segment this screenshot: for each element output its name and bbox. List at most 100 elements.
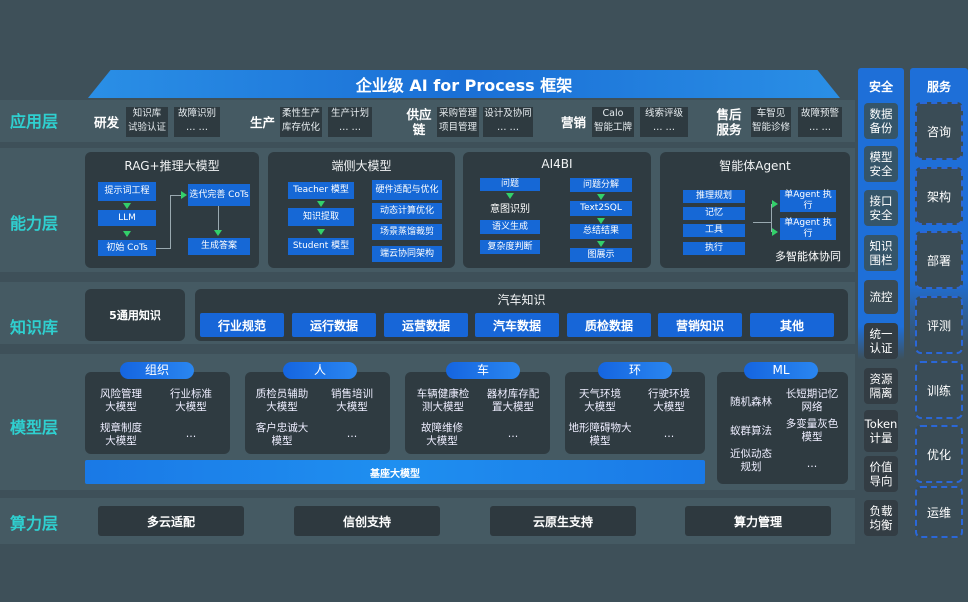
app-item-label: Calo <box>602 108 624 119</box>
edge-box[interactable]: 端云协同架构 <box>372 246 442 262</box>
agent-exec-box[interactable]: 单Agent 执行 <box>780 190 836 212</box>
model-category-pill[interactable]: 车 <box>446 362 520 379</box>
compute-item[interactable]: 云原生支持 <box>490 506 636 536</box>
compute-item[interactable]: 信创支持 <box>294 506 440 536</box>
edge-box[interactable]: 知识提取 <box>288 208 354 226</box>
service-item[interactable]: 部署 <box>915 231 963 289</box>
knowledge-item[interactable]: 行业规范 <box>200 313 284 337</box>
rag-box[interactable]: 提示词工程 <box>98 182 156 201</box>
app-item-label: 设计及协同 <box>484 108 532 119</box>
model-category-pill[interactable]: ML <box>744 362 818 379</box>
model-item[interactable]: 规章制度大模型 <box>100 422 142 447</box>
app-item[interactable]: 故障预警 … … <box>798 107 842 137</box>
model-item[interactable]: 随机森林 <box>730 396 772 408</box>
service-item[interactable]: 训练 <box>915 361 963 419</box>
edge-box[interactable]: Student 模型 <box>288 238 354 255</box>
model-category-pill[interactable]: 组织 <box>120 362 194 379</box>
general-knowledge-panel[interactable]: 5通用知识 <box>85 289 185 341</box>
rag-box[interactable]: 生成答案 <box>188 238 250 255</box>
app-item[interactable]: 故障识别 … … <box>174 107 220 137</box>
model-item[interactable]: 销售培训大模型 <box>331 388 373 413</box>
model-item[interactable]: 多变量灰色模型 <box>785 418 839 443</box>
model-item[interactable]: 行业标准大模型 <box>170 388 212 413</box>
edge-box[interactable]: 动态计算优化 <box>372 203 442 219</box>
model-category-pill[interactable]: 人 <box>283 362 357 379</box>
security-item[interactable]: 流控 <box>864 280 898 314</box>
model-item[interactable]: 质检员辅助大模型 <box>255 388 309 413</box>
knowledge-item[interactable]: 其他 <box>750 313 834 337</box>
service-item[interactable]: 运维 <box>915 486 963 538</box>
service-item[interactable]: 咨询 <box>915 102 963 160</box>
connector-line <box>218 206 219 232</box>
security-item[interactable]: 资源隔离 <box>864 368 898 404</box>
security-item[interactable]: 接口安全 <box>864 190 898 226</box>
security-item[interactable]: 数据备份 <box>864 103 898 139</box>
ai4bi-box[interactable]: 复杂度判断 <box>480 240 540 254</box>
app-item-label: 知识库 <box>132 108 162 119</box>
edge-box[interactable]: Teacher 模型 <box>288 182 354 199</box>
app-item[interactable]: 柔性生产 库存优化 <box>280 107 322 137</box>
arrow-down-icon <box>506 193 514 199</box>
model-panel-environment <box>565 372 705 454</box>
rag-box[interactable]: 迭代完善 CoTs <box>188 184 250 206</box>
arrow-down-icon <box>597 241 605 247</box>
service-item[interactable]: 架构 <box>915 167 963 225</box>
model-item[interactable]: 客户忠诚大模型 <box>255 422 309 447</box>
agent-box[interactable]: 工具 <box>683 224 745 237</box>
app-item-label: … … <box>652 122 676 133</box>
model-item[interactable]: 行驶环境大模型 <box>648 388 690 413</box>
knowledge-item[interactable]: 汽车数据 <box>475 313 559 337</box>
knowledge-item[interactable]: 运营数据 <box>384 313 468 337</box>
ai4bi-box[interactable]: 问题分解 <box>570 178 632 192</box>
ai4bi-box[interactable]: Text2SQL <box>570 201 632 216</box>
ai4bi-box[interactable]: 问题 <box>480 178 540 191</box>
rag-box[interactable]: 初始 CoTs <box>98 240 156 256</box>
model-item[interactable]: 长短期记忆网络 <box>785 388 839 413</box>
ai4bi-box[interactable]: 语义生成 <box>480 220 540 234</box>
knowledge-item[interactable]: 质检数据 <box>567 313 651 337</box>
service-item[interactable]: 评测 <box>915 296 963 354</box>
model-item[interactable]: 故障维修大模型 <box>421 422 463 447</box>
panel-title: 端侧大模型 <box>331 159 392 173</box>
security-item[interactable]: 负载均衡 <box>864 500 898 536</box>
service-item[interactable]: 优化 <box>915 425 963 483</box>
app-item[interactable]: 生产计划 … … <box>328 107 372 137</box>
app-item[interactable]: Calo 智能工牌 <box>592 107 634 137</box>
security-item[interactable]: 模型安全 <box>864 146 898 182</box>
app-item[interactable]: 设计及协同 … … <box>483 107 533 137</box>
model-item[interactable]: 蚁群算法 <box>730 425 772 437</box>
security-item[interactable]: 知识围栏 <box>864 235 898 271</box>
app-item[interactable]: 线索评级 … … <box>640 107 688 137</box>
app-item-label: 故障识别 <box>177 108 216 119</box>
app-item[interactable]: 知识库 试验认证 <box>126 107 168 137</box>
edge-box[interactable]: 场景蒸馏裁剪 <box>372 224 442 240</box>
security-item[interactable]: 价值导向 <box>864 456 898 492</box>
knowledge-item[interactable]: 营销知识 <box>658 313 742 337</box>
compute-item[interactable]: 多云适配 <box>98 506 244 536</box>
model-item[interactable]: 天气环境大模型 <box>579 388 621 413</box>
app-item[interactable]: 车智见 智能诊修 <box>751 107 791 137</box>
app-group-after-sales: 售后服务 <box>716 107 742 137</box>
model-category-pill[interactable]: 环 <box>598 362 672 379</box>
agent-box[interactable]: 推理规划 <box>683 190 745 203</box>
agent-box[interactable]: 执行 <box>683 242 745 255</box>
knowledge-item[interactable]: 运行数据 <box>292 313 376 337</box>
base-model-bar[interactable]: 基座大模型 <box>85 460 705 484</box>
app-item[interactable]: 采购管理 项目管理 <box>437 107 479 137</box>
agent-exec-box[interactable]: 单Agent 执行 <box>780 218 836 240</box>
rag-box[interactable]: LLM <box>98 210 156 226</box>
compute-item[interactable]: 算力管理 <box>685 506 831 536</box>
agent-box[interactable]: 记忆 <box>683 207 745 220</box>
security-item[interactable]: Token计量 <box>864 410 898 452</box>
model-item[interactable]: 器材库存配置大模型 <box>486 388 540 413</box>
ai4bi-box[interactable]: 总结结果 <box>570 224 632 239</box>
model-item[interactable]: 风险管理大模型 <box>100 388 142 413</box>
model-item[interactable]: 近似动态规划 <box>730 448 772 473</box>
ai4bi-box[interactable]: 图展示 <box>570 248 632 262</box>
layer-label-app: 应用层 <box>10 112 59 131</box>
edge-box[interactable]: 硬件适配与优化 <box>372 180 442 200</box>
security-item[interactable]: 统一认证 <box>864 323 898 359</box>
model-item[interactable]: 地形障碍物大模型 <box>568 422 632 447</box>
model-panel-vehicle <box>405 372 550 454</box>
model-item[interactable]: 车辆健康检测大模型 <box>416 388 470 413</box>
